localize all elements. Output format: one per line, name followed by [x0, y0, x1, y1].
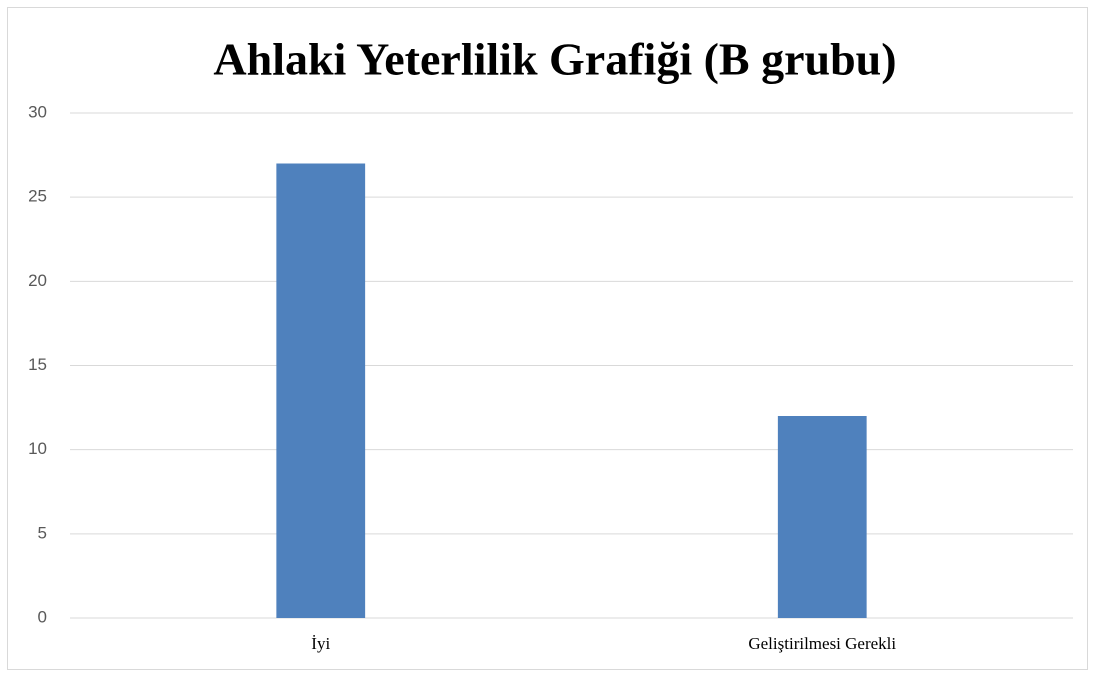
- y-tick-label: 15: [28, 355, 47, 374]
- y-tick-label: 30: [28, 102, 47, 121]
- y-tick-label: 20: [28, 271, 47, 290]
- y-tick-label: 25: [28, 187, 47, 206]
- bar: [276, 163, 366, 618]
- x-tick-label: Geliştirilmesi Gerekli: [748, 634, 896, 653]
- y-tick-label: 0: [38, 607, 47, 626]
- bar: [777, 416, 867, 618]
- y-tick-label: 5: [38, 523, 47, 542]
- chart-border: [7, 7, 1088, 670]
- y-tick-label: 10: [28, 439, 47, 458]
- x-tick-label: İyi: [311, 634, 330, 653]
- chart-title: Ahlaki Yeterlilik Grafiği (B grubu): [213, 34, 896, 85]
